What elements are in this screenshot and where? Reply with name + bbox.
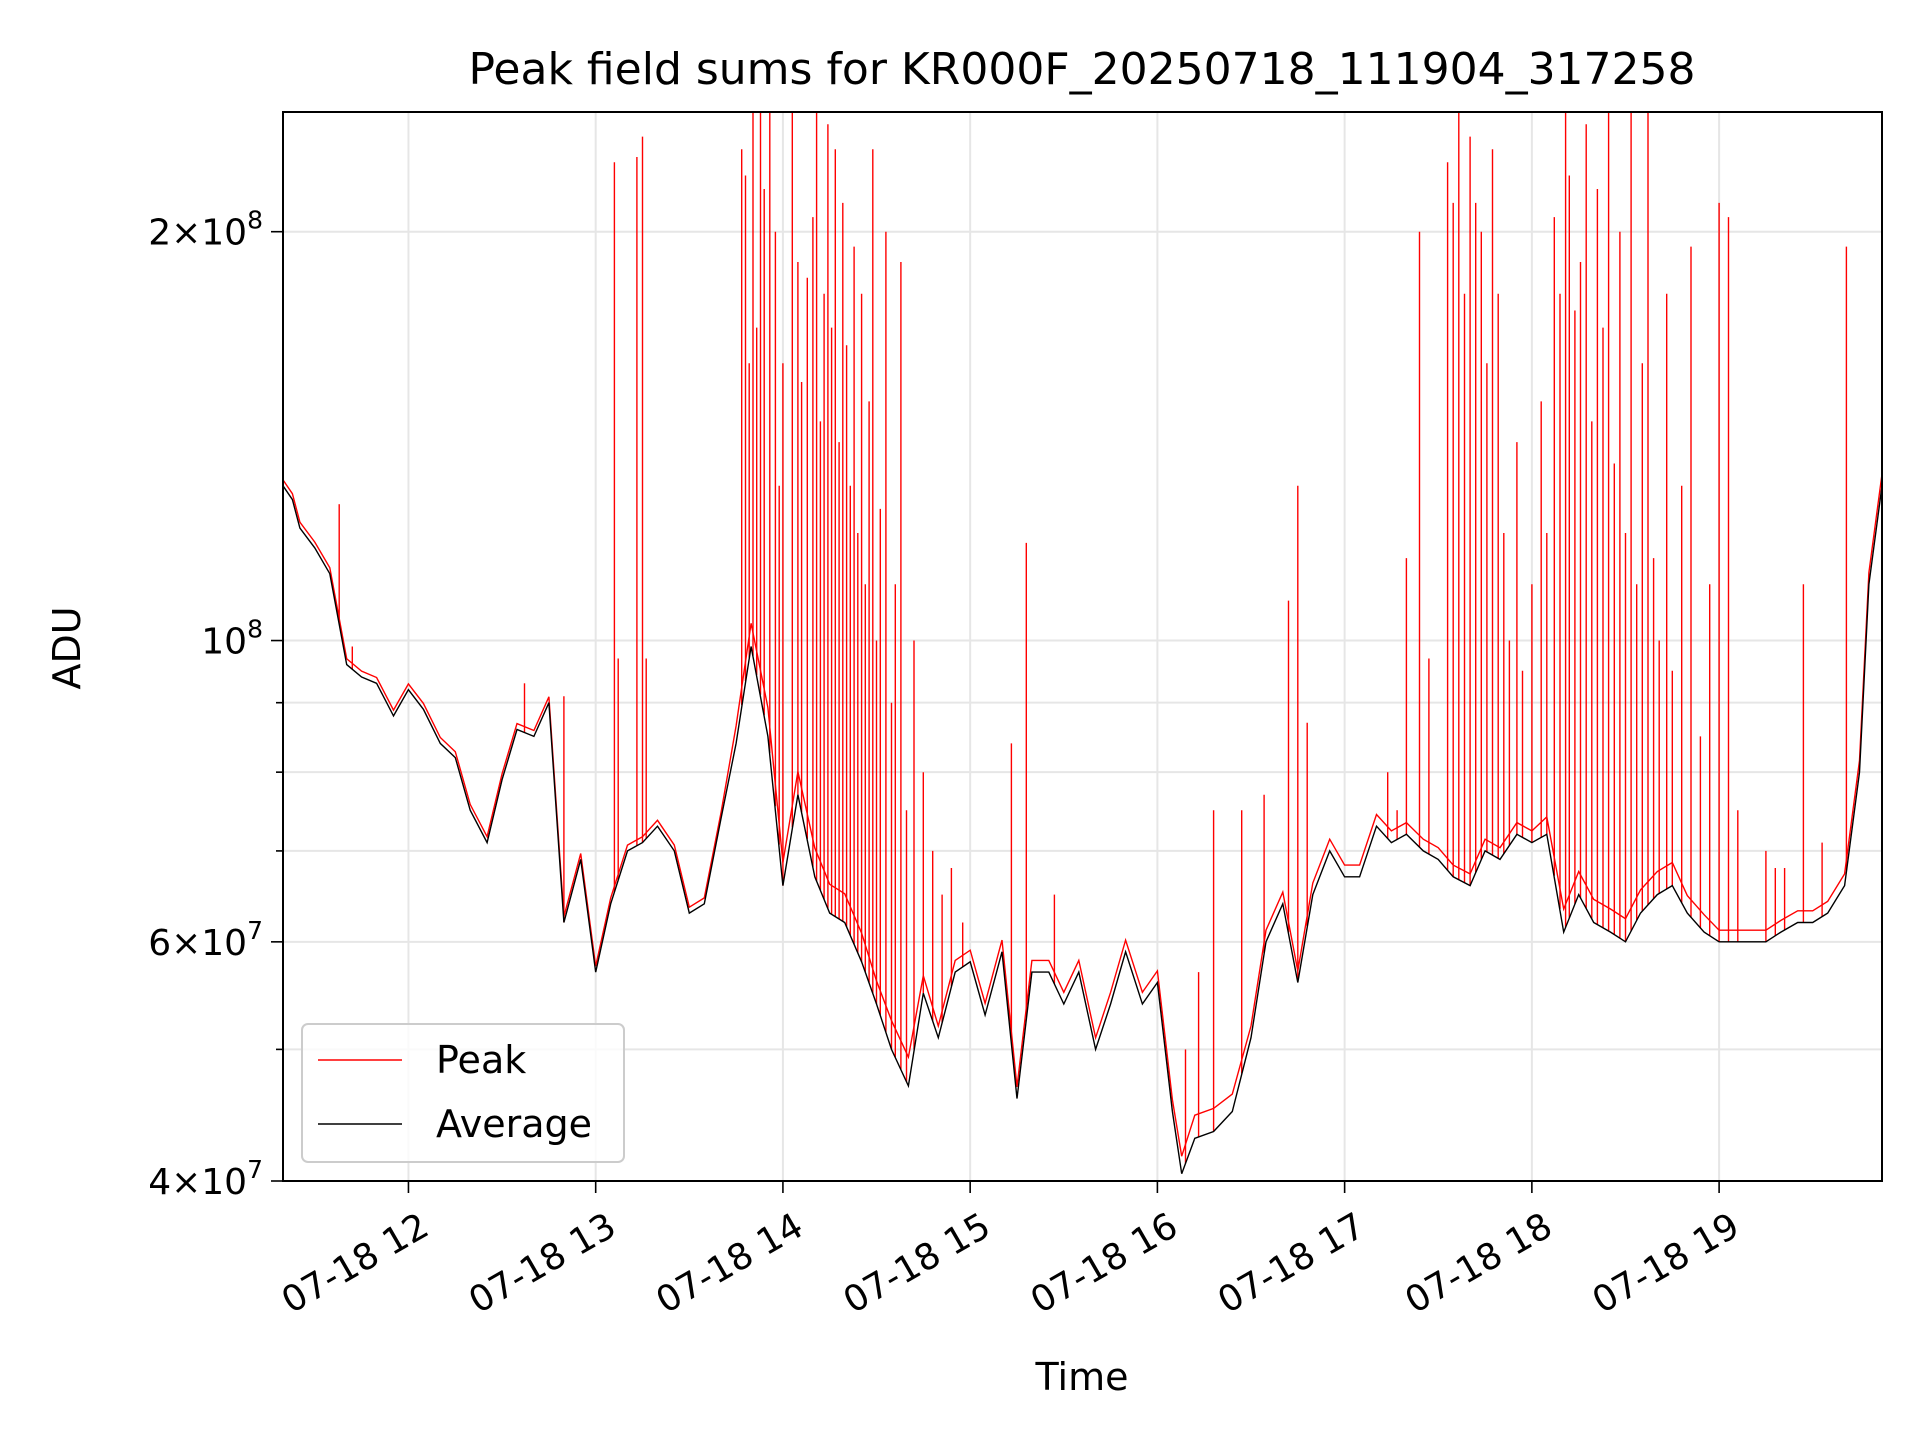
- y-tick-base: 6×10: [148, 923, 247, 964]
- y-tick-exponent: 7: [247, 916, 263, 945]
- y-tick-label: 2×108: [148, 206, 263, 254]
- y-tick-exponent: 8: [247, 206, 263, 235]
- x-axis-label: Time: [1035, 1355, 1129, 1399]
- y-tick-exponent: 7: [247, 1155, 263, 1184]
- legend-box: [301, 1023, 625, 1163]
- y-tick-exponent: 8: [247, 615, 263, 644]
- y-tick-base: 10: [201, 622, 247, 663]
- chart-title: Peak field sums for KR000F_20250718_1119…: [468, 44, 1695, 95]
- y-tick-base: 4×10: [148, 1162, 247, 1203]
- y-tick-label: 6×107: [148, 916, 263, 964]
- legend-peak-label: Peak: [436, 1038, 526, 1082]
- legend-average-label: Average: [436, 1102, 592, 1146]
- y-tick-label: 4×107: [148, 1155, 263, 1203]
- series-layer: [282, 112, 1883, 1174]
- y-axis-label: ADU: [45, 606, 89, 689]
- y-tick-base: 2×10: [148, 213, 247, 254]
- legend: Peak Average: [301, 1023, 625, 1163]
- y-tick-label: 108: [201, 615, 263, 663]
- series-line-average: [282, 485, 1883, 1174]
- plot-area-frame: [282, 111, 1883, 1182]
